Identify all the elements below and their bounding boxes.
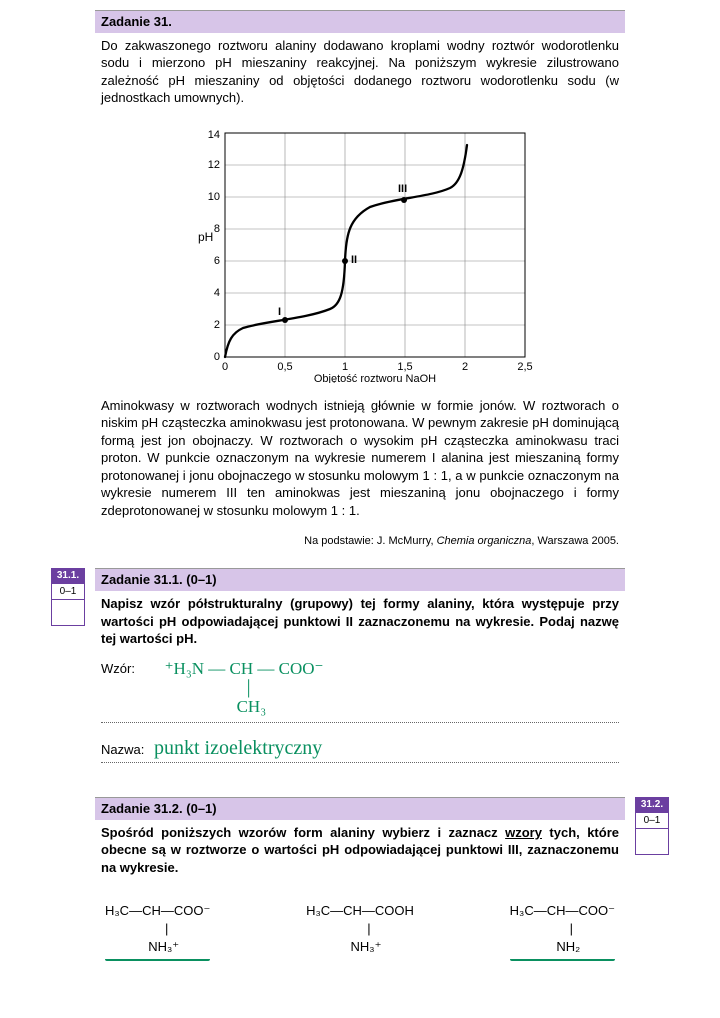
sidebar-31-1: 31.1. 0–1 — [51, 568, 85, 626]
footnote-ital: Chemia organiczna — [437, 535, 532, 547]
xtick: 1 — [342, 361, 348, 373]
ytick: 6 — [214, 255, 220, 267]
hand-nazwa: punkt izoelektryczny — [154, 737, 322, 759]
option-c-main: H₃C—CH—COO⁻ — [510, 902, 615, 920]
option-c-sub: NH₂ — [522, 938, 615, 956]
option-b-sub: NH₃⁺ — [318, 938, 414, 956]
ytick: 12 — [208, 159, 220, 171]
xtick: 2,5 — [517, 361, 532, 373]
footnote-pre: Na podstawie: J. McMurry, — [304, 535, 436, 547]
chart-mark-2: II — [351, 254, 357, 266]
dotted-line-2 — [101, 762, 619, 763]
hand-formula-line1: ⁺H₃N — CH — COO⁻ — [165, 659, 324, 678]
ytick: 8 — [214, 223, 220, 235]
sidebar-range: 0–1 — [635, 813, 669, 830]
task312-header: Zadanie 31.2. (0–1) — [95, 797, 625, 820]
sidebar-31-2: 31.2. 0–1 — [635, 797, 669, 855]
task31-para2: Aminokwasy w roztworach wodnych istnieją… — [95, 393, 625, 530]
chart-xlabel: Objętość roztworu NaOH — [314, 373, 436, 383]
task312-prompt-u: wzory — [505, 825, 542, 840]
option-c[interactable]: H₃C—CH—COO⁻ | NH₂ — [510, 902, 615, 961]
footnote-post: , Warszawa 2005. — [531, 535, 619, 547]
chart-mark-1: I — [278, 306, 281, 318]
option-a[interactable]: H₃C—CH—COO⁻ | NH₃⁺ — [105, 902, 210, 961]
task311-header-title: Zadanie 31.1. (0–1) — [101, 571, 217, 589]
task312-header-title: Zadanie 31.2. (0–1) — [101, 800, 217, 818]
hand-formula-line2: CH₃ — [237, 697, 267, 716]
task311-header: Zadanie 31.1. (0–1) — [95, 568, 625, 591]
xtick: 0 — [222, 361, 228, 373]
nazwa-row: Nazwa: punkt izoelektryczny — [95, 731, 625, 766]
task311-prompt: Napisz wzór półstrukturalny (grupowy) te… — [95, 591, 625, 656]
option-b-main: H₃C—CH—COOH — [306, 902, 414, 920]
label-nazwa: Nazwa: — [101, 742, 144, 757]
sidebar-blank — [635, 829, 669, 855]
task31-footnote: Na podstawie: J. McMurry, Chemia organic… — [95, 530, 625, 561]
sidebar-range: 0–1 — [51, 584, 85, 601]
formula-options: H₃C—CH—COO⁻ | NH₃⁺ H₃C—CH—COOH | NH₃⁺ H₃… — [95, 884, 625, 967]
task-31-1: 31.1. 0–1 Zadanie 31.1. (0–1) Napisz wzó… — [95, 568, 625, 763]
wzor-row: Wzór: ⁺H₃N — CH — COO⁻ | CH₃ — [95, 656, 625, 721]
sidebar-num: 31.2. — [635, 797, 669, 813]
ytick: 2 — [214, 319, 220, 331]
chart-mark-3: III — [398, 183, 407, 195]
sidebar-num: 31.1. — [51, 568, 85, 584]
xtick: 0,5 — [277, 361, 292, 373]
xtick: 2 — [462, 361, 468, 373]
ytick: 14 — [208, 129, 220, 141]
option-a-sub: NH₃⁺ — [117, 938, 210, 956]
option-a-main: H₃C—CH—COO⁻ — [105, 902, 210, 920]
task31-intro-text: Do zakwaszonego roztworu alaniny dodawan… — [101, 37, 619, 107]
chart-ylabel: pH — [198, 230, 213, 244]
sidebar-blank — [51, 600, 85, 626]
dotted-line — [101, 722, 619, 723]
task312-prompt: Spośród poniższych wzorów form alaniny w… — [95, 820, 625, 885]
task-31: Zadanie 31. Do zakwaszonego roztworu ala… — [95, 10, 625, 560]
xtick: 1,5 — [397, 361, 412, 373]
ytick: 10 — [208, 191, 220, 203]
task31-header: Zadanie 31. — [95, 10, 625, 33]
option-b[interactable]: H₃C—CH—COOH | NH₃⁺ — [306, 902, 414, 961]
titration-chart: I II III 0 2 4 6 8 10 12 14 0 0,5 1 1,5 … — [95, 123, 625, 383]
task31-para2-text: Aminokwasy w roztworach wodnych istnieją… — [101, 397, 619, 520]
task31-intro: Do zakwaszonego roztworu alaniny dodawan… — [95, 33, 625, 117]
task-31-2: 31.2. 0–1 Zadanie 31.2. (0–1) Spośród po… — [95, 797, 625, 967]
task312-prompt-pre: Spośród poniższych wzorów form alaniny w… — [101, 825, 505, 840]
ytick: 4 — [214, 287, 220, 299]
chart-svg: I II III 0 2 4 6 8 10 12 14 0 0,5 1 1,5 … — [170, 123, 550, 383]
ytick: 0 — [214, 351, 220, 363]
label-wzor: Wzór: — [101, 661, 135, 676]
